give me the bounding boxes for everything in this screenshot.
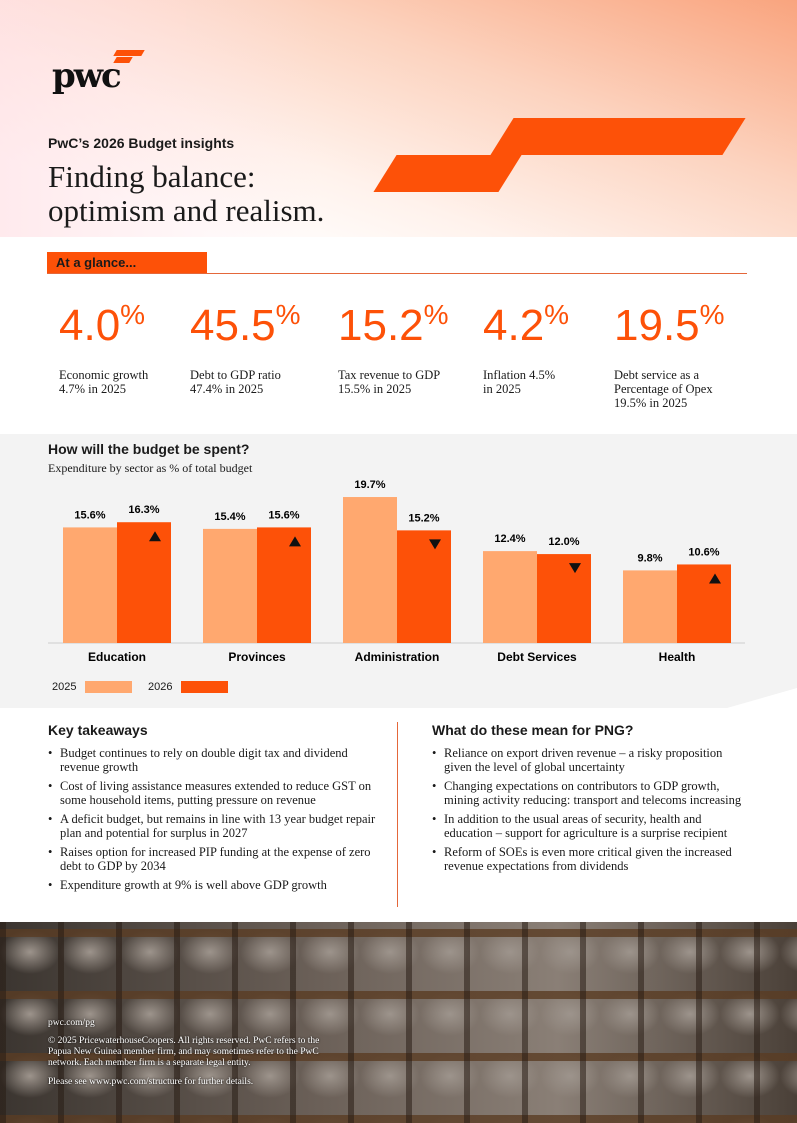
data-label: 12.4% bbox=[494, 533, 525, 545]
stat-value: 4.0% bbox=[59, 299, 146, 351]
stat-label: Inflation 4.5% in 2025 bbox=[483, 368, 556, 396]
list-item: Reform of SOEs is even more critical giv… bbox=[432, 845, 752, 873]
stat-label: Debt to GDP ratio 47.4% in 2025 bbox=[190, 368, 281, 396]
trend-up-icon bbox=[149, 531, 161, 542]
decorative-shape bbox=[490, 118, 746, 155]
trend-up-icon bbox=[289, 536, 301, 547]
bar-2025 bbox=[63, 527, 117, 643]
data-label: 12.0% bbox=[548, 536, 579, 548]
list-item: Reliance on export driven revenue – a ri… bbox=[432, 746, 752, 774]
chart-title: How will the budget be spent? bbox=[48, 441, 250, 457]
stat-item: 4.0% Economic growth 4.7% in 2025 bbox=[59, 299, 149, 397]
list-item: Raises option for increased PIP funding … bbox=[48, 845, 378, 873]
bar-2025 bbox=[203, 528, 257, 643]
legend-label: 2026 bbox=[148, 681, 173, 693]
list-item: Cost of living assistance measures exten… bbox=[48, 779, 378, 807]
legend-swatch-2025 bbox=[85, 681, 132, 693]
category-label: Provinces bbox=[228, 650, 286, 664]
bar-2026 bbox=[397, 530, 451, 643]
legend-label: 2025 bbox=[52, 681, 77, 693]
png-implications: What do these mean for PNG?Reliance on e… bbox=[432, 722, 752, 878]
chart-subtitle: Expenditure by sector as % of total budg… bbox=[48, 461, 253, 475]
data-label: 19.7% bbox=[354, 479, 385, 491]
kicker: PwC’s 2026 Budget insights bbox=[48, 135, 235, 151]
pwc-logo: pwc bbox=[52, 50, 147, 100]
trend-down-icon bbox=[429, 539, 441, 550]
footer-url[interactable]: pwc.com/pg bbox=[48, 1018, 95, 1028]
stat-value: 45.5% bbox=[190, 299, 301, 351]
data-label: 9.8% bbox=[637, 552, 662, 564]
list-item: Expenditure growth at 9% is well above G… bbox=[48, 878, 378, 892]
trend-up-icon bbox=[709, 573, 721, 584]
bar-2026 bbox=[117, 522, 171, 643]
bar-2026 bbox=[257, 527, 311, 643]
category-label: Education bbox=[88, 650, 146, 664]
list-item: A deficit budget, but remains in line wi… bbox=[48, 812, 378, 840]
data-label: 16.3% bbox=[128, 504, 159, 516]
stat-item: 45.5% Debt to GDP ratio 47.4% in 2025 bbox=[190, 299, 301, 397]
bar-2025 bbox=[623, 570, 677, 643]
stat-label: Tax revenue to GDP 15.5% in 2025 bbox=[338, 368, 441, 396]
bar-chart: 15.6% 16.3% Education 15.4% 15.6% Provinces 19… bbox=[48, 479, 745, 664]
data-label: 15.4% bbox=[214, 511, 245, 523]
data-label: 10.6% bbox=[688, 546, 719, 558]
category-label: Health bbox=[659, 650, 696, 664]
stat-item: 15.2% Tax revenue to GDP 15.5% in 2025 bbox=[338, 299, 449, 397]
stat-item: 19.5% Debt service as a Percentage of Ope… bbox=[614, 299, 725, 411]
page-title: Finding balance: optimism and realism. bbox=[48, 159, 325, 228]
stat-value: 15.2% bbox=[338, 299, 449, 351]
divider bbox=[47, 273, 747, 274]
data-label: 15.6% bbox=[74, 509, 105, 521]
key-takeaways: Key takeawaysBudget continues to rely on… bbox=[48, 722, 378, 897]
list-item: Changing expectations on contributors to… bbox=[432, 779, 752, 807]
stat-label: Debt service as a Percentage of Opex 19.… bbox=[614, 368, 713, 410]
category-label: Administration bbox=[355, 650, 440, 664]
list-item: In addition to the usual areas of securi… bbox=[432, 812, 752, 840]
stat-item: 4.2% Inflation 4.5% in 2025 bbox=[483, 299, 570, 397]
stat-value: 4.2% bbox=[483, 299, 570, 351]
list-item: Budget continues to rely on double digit… bbox=[48, 746, 378, 774]
background-photo bbox=[0, 922, 797, 1123]
bar-2025 bbox=[343, 497, 397, 643]
divider bbox=[397, 722, 398, 907]
footer-structure: Please see www.pwc.com/structure for fur… bbox=[48, 1077, 254, 1087]
decorative-shape bbox=[373, 155, 522, 192]
bar-2025 bbox=[483, 551, 537, 643]
data-label: 15.2% bbox=[408, 512, 439, 524]
category-label: Debt Services bbox=[497, 650, 577, 664]
trend-down-icon bbox=[569, 563, 581, 574]
at-a-glance-label: At a glance... bbox=[47, 252, 207, 273]
stat-value: 19.5% bbox=[614, 299, 725, 351]
legend-swatch-2026 bbox=[181, 681, 228, 693]
footer-copyright: © 2025 PricewaterhouseCoopers. All right… bbox=[48, 1036, 320, 1068]
stat-label: Economic growth 4.7% in 2025 bbox=[59, 368, 149, 396]
bar-2026 bbox=[677, 564, 731, 643]
data-label: 15.6% bbox=[268, 509, 299, 521]
bar-2026 bbox=[537, 554, 591, 643]
